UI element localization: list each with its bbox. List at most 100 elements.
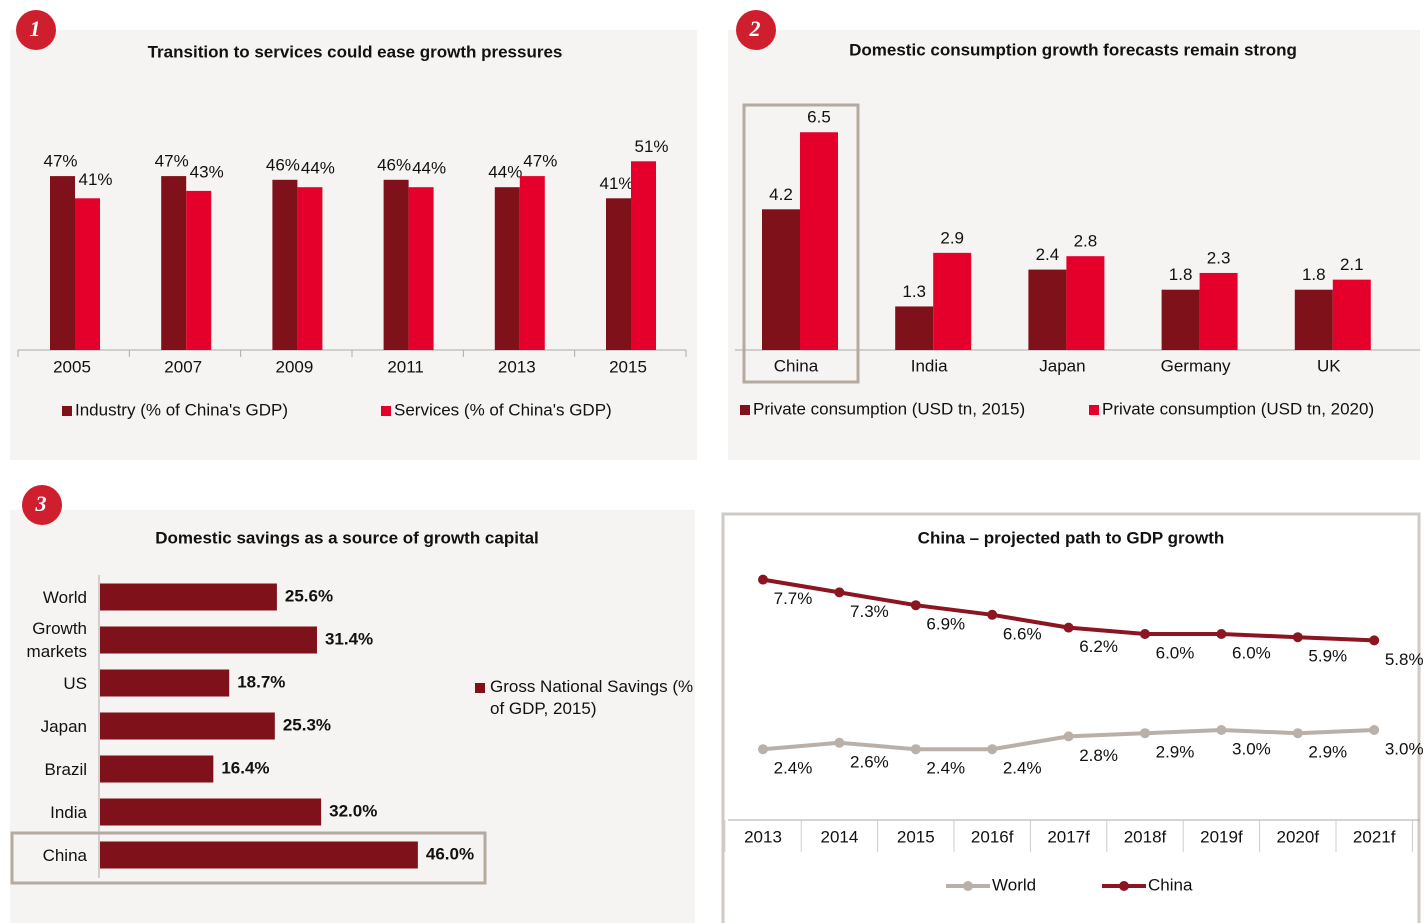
bar [100,583,277,611]
point [1292,632,1303,643]
bar [272,179,298,350]
x-tick-label: 2005 [53,357,91,376]
value-label: 2.9 [940,228,964,247]
bar [100,712,275,740]
x-tick-label: 2015 [897,827,935,846]
value-label: 47% [43,152,77,171]
y-tick-label-box: Growth markets [27,619,87,661]
bar [519,176,545,350]
legend-marker [1119,881,1129,891]
x-tick-label: 2011 [387,357,424,376]
value-label: 6.6% [1003,624,1042,643]
value-label: 4.2 [769,185,793,204]
value-label: 2.4 [1036,245,1060,264]
panel-bg [721,512,1421,923]
panel-number: 3 [35,491,47,516]
value-label: 2.4% [926,759,965,778]
bar [1028,269,1067,350]
value-label: 46% [266,155,300,174]
value-label: 2.1 [1340,255,1364,274]
y-tick-label: Japan [40,716,87,736]
bar [100,626,317,654]
bar [1332,279,1371,350]
x-tick-label: 2016f [971,827,1014,846]
x-tick-label: Japan [1039,356,1085,375]
bar [100,841,418,869]
x-tick-label: 2013 [744,827,782,846]
point [1216,629,1227,639]
bar [408,187,434,350]
x-tick-label: 2015 [609,357,647,376]
point [1140,728,1150,739]
point [1216,725,1227,735]
point [1369,725,1380,735]
value-label: 2.4% [774,759,813,778]
y-tick-label-box: India [50,802,87,822]
point [1369,635,1380,646]
highlight-box [742,103,860,384]
legend-swatch [475,683,485,693]
value-label: 25.6% [285,586,333,605]
value-label: 6.0% [1156,643,1195,662]
point [758,574,768,585]
panel-bg [10,30,697,460]
value-label: 3.0% [1385,739,1424,758]
point [834,737,845,748]
panel-number: 1 [30,16,41,41]
y-tick-label: World [42,587,87,607]
point [834,587,845,598]
value-label: 1.8 [1169,265,1193,284]
x-tick-label: 2007 [164,357,202,376]
y-tick-label: US [63,673,87,693]
value-label: 2.9% [1156,743,1195,762]
legend-label: Private consumption (USD tn, 2020) [1102,399,1374,418]
x-tick-label: India [911,356,948,375]
panel-badge [22,485,62,525]
legend-label: Private consumption (USD tn, 2015) [753,399,1025,418]
y-tick-label-box: US [63,673,87,693]
value-label: 5.8% [1385,650,1424,669]
legend-label: Services (% of China's GDP) [394,400,612,419]
y-tick-label-box: World [42,587,87,607]
bar [933,252,972,350]
value-label: 18.7% [237,672,285,691]
value-label: 6.0% [1232,643,1271,662]
y-tick-label-box: Japan [40,716,87,736]
value-label: 44% [412,159,446,178]
point [987,609,998,620]
point [910,744,921,755]
legend-swatch [62,406,72,416]
bar [1066,256,1105,350]
bar [161,176,187,350]
x-tick-label: 2018f [1124,827,1167,846]
value-label: 7.3% [850,602,889,621]
x-tick-label: 2013 [498,357,536,376]
point [1063,622,1074,633]
value-label: 51% [634,137,668,156]
y-tick-label: India [50,802,87,822]
y-tick-label-box: China [43,846,87,865]
value-label: 41% [599,174,633,193]
panel-number: 2 [749,16,761,41]
x-tick-label: 2019f [1200,827,1243,846]
point [758,744,768,755]
value-label: 44% [301,159,335,178]
chart-title: Transition to services could ease growth… [148,42,563,61]
value-label: 2.4% [1003,759,1042,778]
value-label: 46.0% [426,844,474,863]
bar [762,209,800,350]
bar [186,190,212,350]
legend-label: World [992,875,1036,894]
value-label: 2.6% [850,752,889,771]
legend-swatch [1089,405,1099,415]
chart-title: Domestic consumption growth forecasts re… [849,40,1297,59]
x-tick-label: UK [1317,356,1341,375]
value-label: 32.0% [329,801,377,820]
bar [297,187,323,350]
bar [50,176,75,350]
value-label: 1.8 [1302,265,1326,284]
y-tick-label-box: Brazil [44,760,87,779]
legend-swatch [740,405,750,415]
value-label: 1.3 [902,282,926,301]
value-label: 7.7% [774,589,813,608]
